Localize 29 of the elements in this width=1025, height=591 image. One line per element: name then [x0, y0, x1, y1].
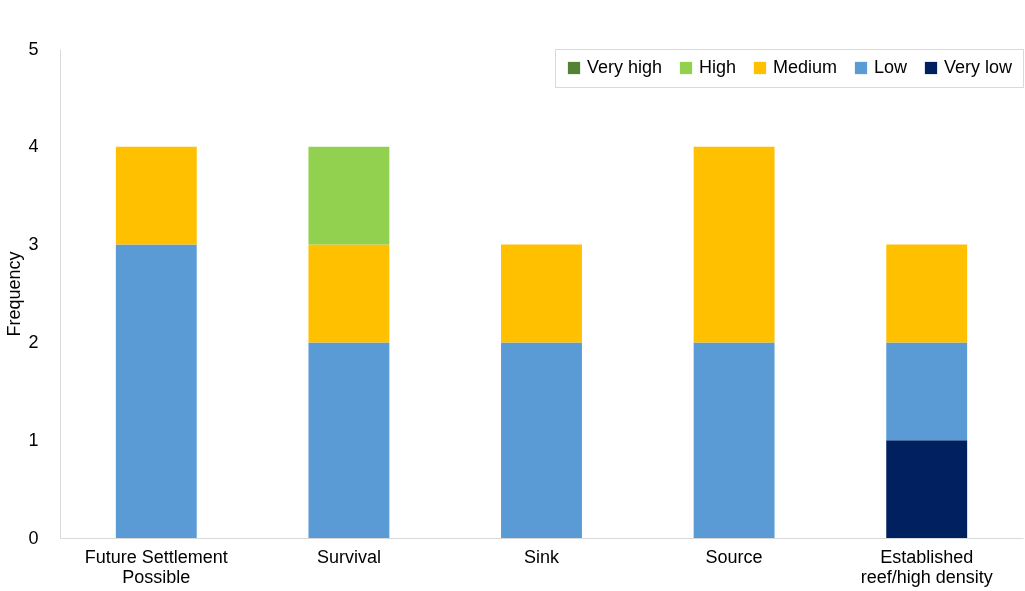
x-tick-label: Established reef/high density [860, 546, 993, 587]
bar [308, 146, 390, 245]
x-tick-label: Survival [316, 546, 381, 567]
bar [693, 342, 775, 538]
bar [115, 244, 197, 538]
y-tick-label: 5 [28, 38, 39, 59]
y-tick-label: 4 [28, 136, 39, 157]
y-tick-label: 3 [28, 234, 39, 255]
x-tick-label: Source [705, 546, 763, 567]
bar [308, 342, 390, 538]
y-tick-label: 2 [28, 331, 39, 352]
legend-label: Very low [944, 57, 1014, 77]
bar [693, 146, 775, 343]
x-tick-label: Future Settlement Possible [84, 546, 228, 587]
y-tick-label: 1 [28, 429, 39, 450]
bar [886, 342, 968, 441]
legend-label: High [699, 57, 737, 77]
x-tick-label: Sink [523, 546, 561, 567]
legend-label: Medium [773, 57, 838, 77]
y-axis-title: Frequency [4, 251, 25, 337]
legend-label: Very high [587, 57, 663, 77]
bar [886, 244, 968, 343]
bar [501, 342, 582, 538]
bar [308, 244, 390, 343]
bar [115, 146, 197, 245]
y-tick-label: 0 [28, 527, 39, 548]
bar [886, 440, 968, 538]
bar [501, 244, 582, 343]
legend-label: Low [874, 57, 909, 77]
